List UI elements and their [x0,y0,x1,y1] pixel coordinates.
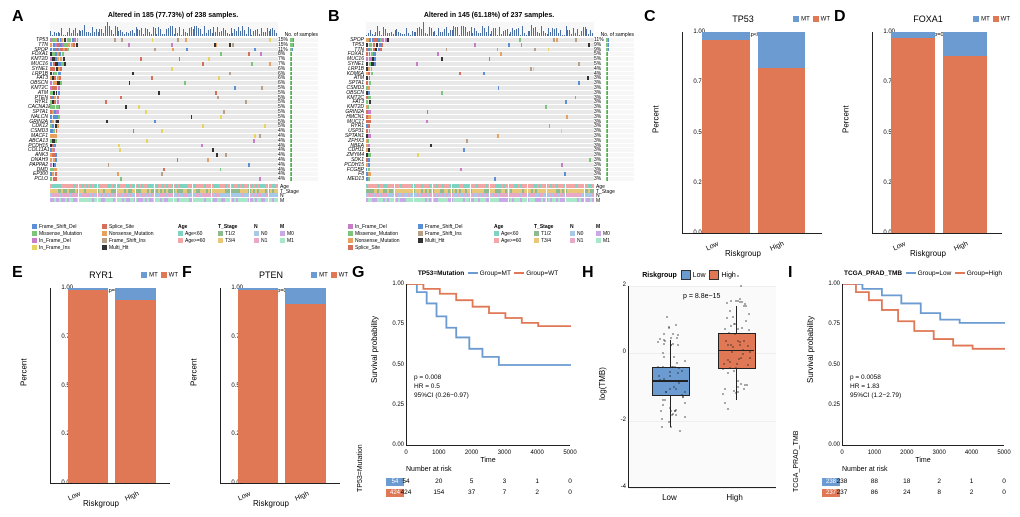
gene-row: MUC165% [344,57,634,62]
gene-row: KMT2D3% [344,105,634,110]
stackbar-bar [758,32,805,233]
gene-row: KMT2D7% [28,57,318,62]
stackbar-bar [285,288,325,483]
stackbar-bar [238,288,278,483]
stackbar-plot: Fisher.p=0.00360.000.250.500.751.00 [220,288,340,484]
stackbar-pten: PTEN MT WTPercentFisher.p=0.00360.000.25… [196,270,346,502]
gene-row: PCLO4% [28,177,318,182]
waterfall-a: Altered in 185 (77.73%) of 238 samples. … [28,12,318,258]
wf-a-legend: Frame_Shift_DelMissense_MutationIn_Frame… [32,224,318,258]
panel-label-a: A [12,8,24,26]
panel-label-c: C [644,8,656,26]
km-plot: 0.000.250.500.751.00 [842,284,1004,446]
km-legend: TP53=Mutation Group=MT Group=WT [406,270,570,277]
gene-row: CSMD34% [28,129,318,134]
annot-track: Age [366,184,594,188]
waterfall-b: Altered in 145 (61.18%) of 237 samples. … [344,12,634,258]
gene-row: USP313% [344,129,634,134]
stackbar-bar [702,32,749,233]
panel-label-h: H [582,264,594,282]
panel-label-e: E [12,264,23,282]
panel-label-f: F [182,264,192,282]
panel-label-g: G [352,264,364,282]
annot-track: Age [50,184,278,188]
stackbar-legend: MT WT [311,272,348,279]
km-risktable: Number at risk23823888182102372378624820 [802,466,1010,506]
wf-b-legend: In_Frame_DelMissense_MutationNonsense_Mu… [348,224,634,258]
km-plot: 0.000.250.500.751.00 [406,284,570,446]
wf-b-genes: SPOP11%TP539%TTN9%FOXA15%MUC165%SYNE15%L… [344,38,634,200]
annot-track: T_Stage [50,189,278,193]
boxplot-tmb: Riskgroup Low Highlog(TMB)-4-202p = 8.8e… [596,270,782,506]
wf-b-title: Altered in 145 (61.18%) of 237 samples. [344,12,634,19]
panel-label-d: D [834,8,846,26]
stackbar-plot: Fisher.p=0.00430.000.250.500.751.00 [872,32,1002,234]
stackbar-plot: Fisher.p<0.0010.000.250.500.751.00 [682,32,822,234]
km-stats: p = 0.0058HR = 1.8395%CI (1.2−2.79) [850,373,901,400]
gene-row: CACNA1E5% [28,105,318,110]
km-tmb: TCGA_PRAD_TMB Group=Low Group=HighSurviv… [802,270,1010,506]
annot-track: M [50,198,278,202]
boxplot-legend: Riskgroup Low High [596,270,782,280]
stackbar-bar [891,32,935,233]
km-risktable: Number at risk545420531042442415437720 [366,466,576,506]
stackbar-legend: MT WT [793,16,830,23]
panel-label-i: I [788,264,792,282]
gene-row: ANK34% [28,153,318,158]
stackbar-plot: Fisher.p=0.0190.000.250.500.751.00 [50,288,170,484]
km-stats: p = 0.008HR = 0.595%CI (0.26−0.97) [414,373,469,400]
stackbar-ryr1: RYR1 MT WTPercentFisher.p=0.0190.000.250… [26,270,176,502]
km-tp53: TP53=Mutation Group=MT Group=WTSurvival … [366,270,576,506]
stackbar-bar [943,32,987,233]
wf-a-genes: TP5315%TTN15%SPOP11%FOXA18%KMT2D7%MUC167… [28,38,318,200]
boxplot-plot: -4-202p = 8.8e−15 [628,286,776,488]
panel-label-b: B [328,8,340,26]
wf-a-title: Altered in 185 (77.73%) of 238 samples. [28,12,318,19]
stackbar-legend: MT WT [141,272,178,279]
km-legend: TCGA_PRAD_TMB Group=Low Group=High [842,270,1004,277]
figure: A Altered in 185 (77.73%) of 238 samples… [8,8,1012,509]
annot-track: M [366,198,594,202]
stackbar-bar [115,288,155,483]
wf-a-tmb-bar [50,22,278,36]
wf-b-tmb-bar [366,22,594,36]
gene-row: ZMYM43% [344,153,634,158]
boxplot-pval: p = 8.8e−15 [683,293,720,300]
gene-row: MED133% [344,177,634,182]
stackbar-tp53: TP53 MT WTPercentFisher.p<0.0010.000.250… [658,14,828,252]
annot-track: N [366,193,594,197]
stackbar-legend: MT WT [973,16,1010,23]
stackbar-bar [68,288,108,483]
gene-row: SPTA13% [344,81,634,86]
gene-row: OBSCN6% [28,81,318,86]
stackbar-foxa1: FOXA1 MT WTPercentFisher.p=0.00430.000.2… [848,14,1008,252]
annot-track: T_Stage [366,189,594,193]
annot-track: N [50,193,278,197]
